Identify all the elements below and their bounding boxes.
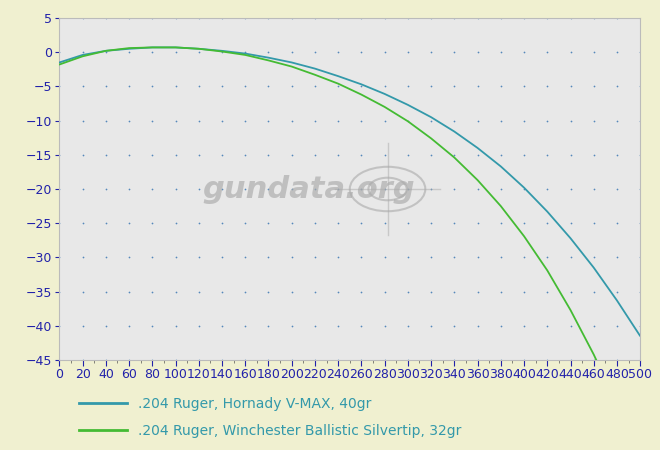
Text: gundata.org: gundata.org: [203, 175, 415, 203]
Legend: .204 Ruger, Hornady V-MAX, 40gr, .204 Ruger, Winchester Ballistic Silvertip, 32g: .204 Ruger, Hornady V-MAX, 40gr, .204 Ru…: [73, 392, 467, 443]
